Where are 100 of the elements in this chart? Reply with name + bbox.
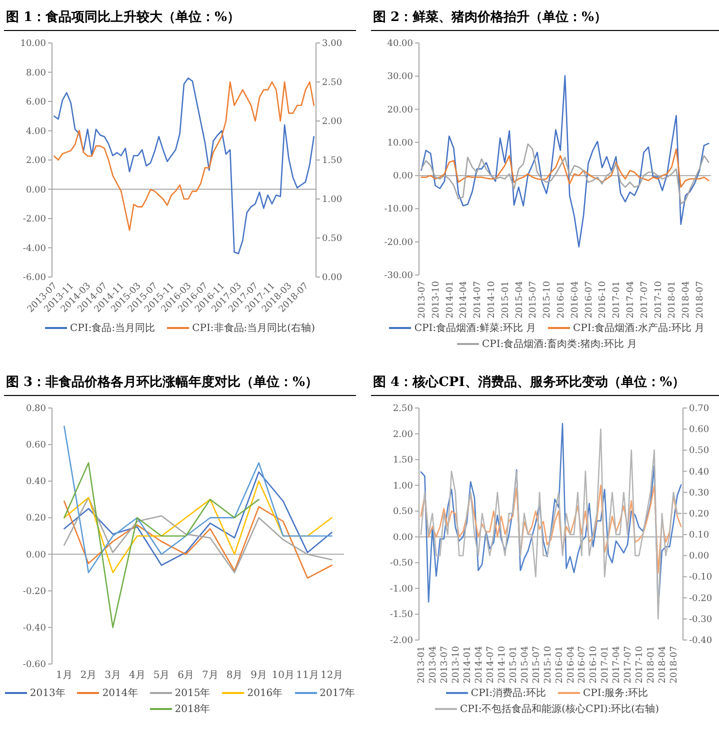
x-tick-label: 8月 (226, 670, 243, 681)
y2-tick-label: 0.50 (689, 446, 710, 456)
x-tick-label: 2013-07 (417, 280, 428, 318)
chart-title: 图 1：食品项同比上升较大（单位：%） (4, 2, 356, 31)
legend-label: CPI:食品烟酒:畜肉类:猪肉:环比 月 (482, 338, 637, 351)
y-tick-label: -1.50 (390, 610, 414, 620)
y2-tick-label: -0.40 (689, 636, 712, 646)
y-tick-label: 0.50 (392, 507, 414, 518)
y-tick-label: 0.40 (26, 477, 46, 488)
y2-tick-label: -0.30 (689, 614, 712, 625)
chart-title: 图 4：核心CPI、消费品、服务环比变动（单位：%） (371, 367, 719, 396)
x-tick-label: 2017-07 (624, 646, 634, 684)
y-tick-label: 10.00 (20, 39, 46, 49)
x-tick-label: 2018-01 (646, 646, 657, 684)
y-tick-label: -2.00 (22, 214, 46, 224)
x-tick-label: 2018-04 (682, 280, 692, 318)
x-tick-label: 2016-10 (589, 646, 600, 684)
x-tick-label: 2016-04 (570, 280, 580, 318)
x-tick-label: 2017-01 (612, 281, 622, 318)
x-tick-label: 2013-10 (431, 280, 442, 318)
y2-tick-label: 0.60 (689, 425, 710, 436)
x-tick-label: 2015-01 (508, 646, 519, 684)
x-tick-label: 11月 (296, 670, 319, 681)
y-tick-label: 2.00 (26, 156, 46, 166)
x-tick-label: 2017-07 (640, 280, 650, 318)
y2-tick-label: 1.00 (322, 195, 342, 205)
y2-tick-label: 3.00 (322, 39, 342, 49)
y-tick-label: -10.00 (384, 204, 414, 215)
y-tick-label: 0.60 (26, 440, 46, 451)
y-tick-label: -0.20 (22, 586, 46, 597)
y2-tick-label: 0.10 (689, 530, 710, 541)
x-tick-label: 12月 (320, 670, 344, 681)
y-tick-label: 0.80 (26, 404, 46, 414)
x-tick-label: 2014-07 (473, 280, 484, 318)
x-tick-label: 2016-10 (598, 280, 608, 318)
x-tick-label: 2014-04 (459, 280, 470, 318)
x-tick-label: 2013-07 (440, 646, 450, 684)
y2-tick-label: 0.70 (689, 404, 710, 414)
x-tick-label: 2017-04 (626, 280, 636, 318)
x-tick-label: 2014-04 (474, 646, 484, 684)
x-tick-label: 2015-07 (528, 280, 539, 318)
y-tick-label: 0.00 (392, 172, 414, 182)
x-tick-label: 2017-10 (654, 280, 664, 318)
legend-label: CPI:食品:当月同比 (70, 322, 156, 335)
x-tick-label: 2016-01 (556, 281, 567, 318)
legend-label: CPI:食品烟酒:水产品:环比 月 (573, 322, 705, 335)
y2-tick-label: -0.20 (689, 594, 712, 604)
y-tick-label: 0.00 (26, 185, 46, 196)
x-tick-label: 2015-10 (542, 280, 553, 318)
legend-label: CPI:食品烟酒:鲜菜:环比 月 (414, 322, 536, 335)
y2-tick-label: 2.00 (322, 117, 342, 127)
y-tick-label: 0.00 (392, 532, 414, 543)
chart-title: 图 2：鲜菜、猪肉价格抬升（单位：%） (371, 2, 719, 31)
legend-label: 2018年 (174, 703, 210, 716)
x-tick-label: 2月 (80, 670, 97, 681)
legend-label: CPI:非食品:当月同比(右轴) (192, 322, 315, 335)
x-tick-label: 6月 (178, 670, 194, 681)
x-tick-label: 2015-07 (532, 646, 542, 684)
x-tick-label: 2014-01 (462, 646, 473, 684)
legend-label: 2017年 (320, 687, 356, 700)
legend-label: CPI:不包括食品和能源(核心CPI):环比(右轴) (460, 702, 659, 716)
x-tick-label: 10月 (272, 670, 295, 681)
x-tick-label: 2018-01 (668, 281, 678, 318)
legend-label: 2014年 (102, 687, 138, 700)
y-tick-label: -4.00 (22, 244, 46, 254)
y-tick-label: 6.00 (26, 98, 46, 108)
y-tick-label: -6.00 (22, 273, 46, 283)
legend-label: 2013年 (30, 687, 66, 700)
y-tick-label: 20.00 (387, 105, 414, 116)
legend-label: CPI:消费品:环比 (470, 686, 546, 700)
y-tick-label: -0.40 (22, 623, 46, 634)
y-tick-label: 10.00 (387, 138, 414, 148)
y2-tick-label: 0.00 (322, 273, 342, 283)
x-tick-label: 2016-07 (584, 280, 594, 318)
y-tick-label: -30.00 (384, 271, 414, 281)
y2-tick-label: 0.30 (689, 488, 710, 498)
y-tick-label: 30.00 (387, 72, 414, 82)
y-tick-label: 4.00 (26, 126, 46, 137)
y2-tick-label: 0.40 (689, 467, 710, 478)
x-tick-label: 2013-04 (428, 646, 439, 684)
x-tick-label: 1月 (56, 670, 72, 681)
x-tick-label: 2017-01 (600, 646, 611, 684)
legend-label: 2015年 (174, 687, 210, 700)
x-tick-label: 2015-04 (514, 280, 525, 318)
y2-tick-label: 0.20 (689, 509, 710, 520)
y2-tick-label: 0.50 (322, 234, 342, 244)
x-tick-label: 7月 (202, 670, 218, 681)
y2-tick-label: -0.10 (689, 572, 712, 583)
chart-title: 图 3：非食品价格各月环比涨幅年度对比（单位：%） (4, 367, 356, 396)
y2-tick-label: 2.50 (322, 78, 342, 88)
x-tick-label: 2013-01 (417, 646, 428, 684)
x-tick-label: 2017-04 (612, 646, 622, 684)
x-tick-label: 2016-07 (578, 646, 588, 684)
y-tick-label: -1.00 (390, 584, 414, 594)
legend-label: CPI:服务:环比 (583, 686, 648, 700)
y-tick-label: -0.60 (22, 660, 46, 670)
y-tick-label: -20.00 (384, 238, 414, 248)
x-tick-label: 2013-10 (452, 646, 462, 684)
y-tick-label: -0.50 (390, 558, 414, 569)
y-tick-label: 0.20 (26, 514, 46, 524)
